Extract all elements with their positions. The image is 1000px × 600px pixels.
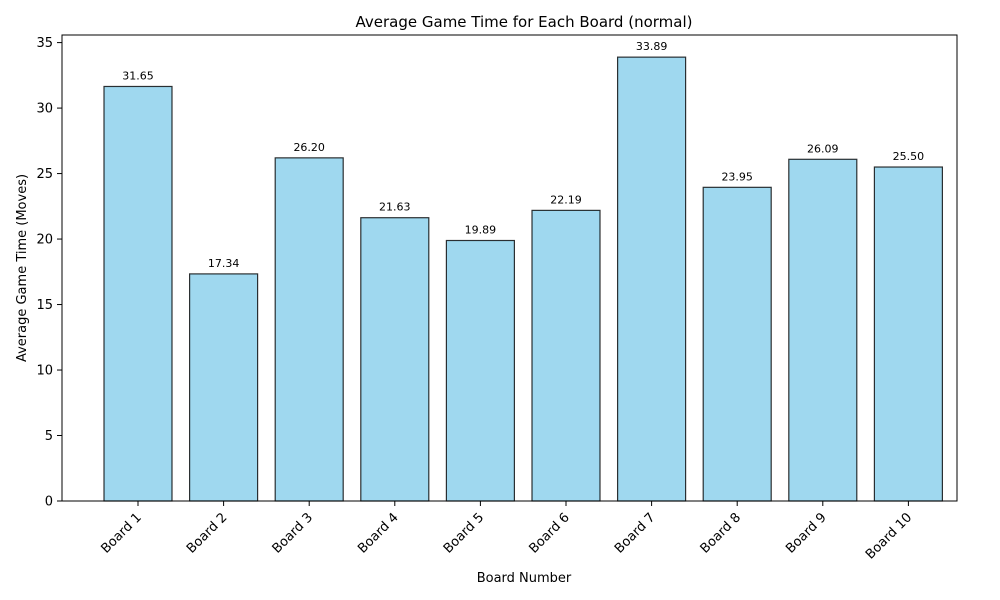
x-tick-label-4: Board 4: [355, 510, 401, 556]
y-tick-label-0: 0: [45, 495, 53, 510]
data-label-10: 25.50: [893, 150, 925, 163]
y-tick-label-20: 20: [36, 233, 53, 248]
x-tick-label-5: Board 5: [441, 510, 487, 556]
bar-7: [616, 56, 687, 502]
data-label-6: 22.19: [550, 193, 582, 206]
x-axis-label: Board Number: [477, 571, 572, 586]
x-tick-label-2: Board 2: [184, 510, 230, 556]
bar-10: [873, 166, 944, 502]
y-tick-label-5: 5: [45, 429, 53, 444]
data-label-8: 23.95: [721, 170, 753, 183]
x-tick-label-1: Board 1: [98, 510, 144, 556]
y-axis: 0 5 10 15 20 25 30 35: [36, 36, 62, 510]
plot-frame: [61, 34, 958, 502]
data-labels-group: 31.65 17.34 26.20 21.63 19.89 22.19 33.89 23.95…: [122, 40, 924, 270]
bar-6: [531, 209, 601, 502]
x-tick-label-9: Board 9: [783, 510, 829, 556]
chart-title: Average Game Time for Each Board (normal…: [356, 13, 693, 31]
x-tick-label-10: Board 10: [863, 510, 915, 562]
bars-group: [103, 56, 944, 502]
x-axis: Board 1 Board 2 Board 3 Board 4 Board 5 Board…: [98, 501, 915, 562]
bar-8: [702, 186, 772, 502]
data-label-7: 33.89: [636, 40, 668, 53]
x-tick-label-3: Board 3: [270, 510, 316, 556]
bar-2: [189, 273, 259, 502]
bar-1: [103, 85, 173, 502]
bar-4: [360, 217, 430, 502]
y-tick-label-25: 25: [36, 167, 53, 182]
x-tick-label-6: Board 6: [526, 510, 572, 556]
data-label-2: 17.34: [208, 257, 240, 270]
data-label-1: 31.65: [122, 69, 154, 82]
data-label-5: 19.89: [465, 223, 497, 236]
data-label-3: 26.20: [293, 141, 325, 154]
x-tick-label-7: Board 7: [612, 510, 658, 556]
y-tick-label-10: 10: [36, 364, 53, 379]
bar-9: [788, 158, 858, 502]
x-tick-label-8: Board 8: [698, 510, 744, 556]
data-label-9: 26.09: [807, 142, 839, 155]
y-tick-label-35: 35: [36, 36, 53, 51]
y-tick-label-15: 15: [36, 298, 53, 313]
y-tick-label-30: 30: [36, 102, 53, 117]
data-label-4: 21.63: [379, 201, 411, 214]
bar-3: [274, 157, 344, 502]
bar-5: [445, 239, 515, 502]
y-axis-label: Average Game Time (Moves): [15, 174, 30, 362]
